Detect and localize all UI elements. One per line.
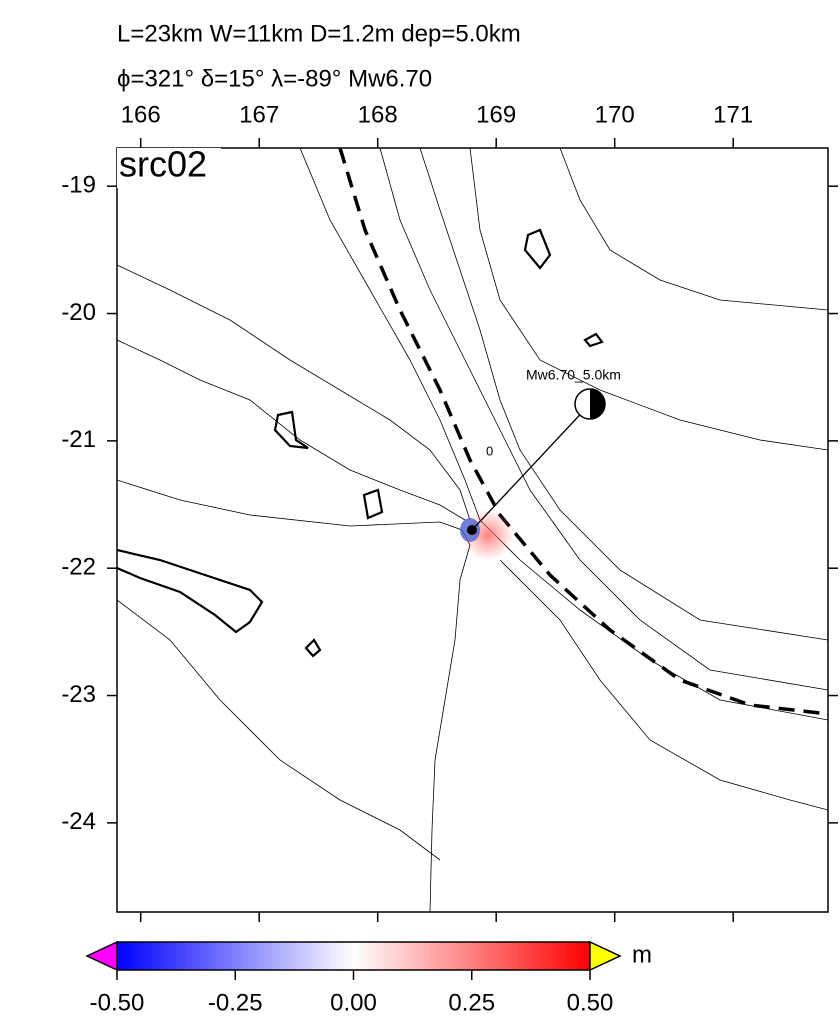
contour — [117, 264, 471, 521]
contour-label: 0 — [486, 443, 493, 458]
label-box — [117, 148, 221, 188]
contour — [117, 548, 264, 634]
contour — [469, 148, 828, 451]
epicenter — [467, 525, 477, 535]
contour — [559, 148, 828, 311]
y-tick-label: -19 — [61, 172, 96, 199]
contour — [117, 339, 466, 521]
colorbar-tick-label: 0.50 — [567, 989, 614, 1016]
x-tick-label: 166 — [121, 101, 161, 128]
y-tick-label: -24 — [61, 808, 96, 835]
x-tick-label: 169 — [476, 101, 516, 128]
x-tick-label: 168 — [358, 101, 398, 128]
y-tick-label: -22 — [61, 554, 96, 581]
map-label: src02 — [119, 144, 207, 185]
y-tick-label: -21 — [61, 426, 96, 453]
contour — [304, 638, 322, 658]
y-tick-label: -20 — [61, 299, 96, 326]
trench — [338, 148, 828, 716]
leader-line — [471, 403, 591, 531]
contour — [523, 228, 552, 270]
annotation: Mw6.70_5.0km — [526, 367, 621, 383]
colorbar — [116, 941, 591, 971]
x-tick-label: 170 — [595, 101, 635, 128]
header-line: L=23km W=11km D=1.2m dep=5.0km — [117, 20, 521, 47]
contour — [419, 148, 828, 641]
header-line: ϕ=321° δ=15° λ=-89° Mw6.70 — [117, 65, 432, 92]
colorbar-under — [85, 940, 118, 972]
beachball-quadrant — [590, 389, 605, 419]
y-tick-label: -23 — [61, 681, 96, 708]
contour — [499, 559, 828, 811]
colorbar-tick-label: 0.25 — [448, 989, 495, 1016]
colorbar-unit: m — [632, 941, 652, 968]
contour — [583, 332, 604, 348]
contour — [273, 410, 309, 450]
map-content — [117, 148, 828, 912]
contour — [379, 148, 828, 691]
x-tick-label: 171 — [713, 101, 753, 128]
colorbar-tick-label: 0.00 — [330, 989, 377, 1016]
colorbar-tick-label: -0.25 — [208, 989, 263, 1016]
contour — [362, 488, 384, 520]
contour — [117, 599, 441, 861]
x-tick-label: 167 — [239, 101, 279, 128]
colorbar-over — [589, 940, 622, 972]
colorbar-tick-label: -0.50 — [90, 989, 145, 1016]
contour — [299, 148, 828, 721]
coastline — [117, 479, 471, 912]
map-frame — [116, 147, 829, 913]
